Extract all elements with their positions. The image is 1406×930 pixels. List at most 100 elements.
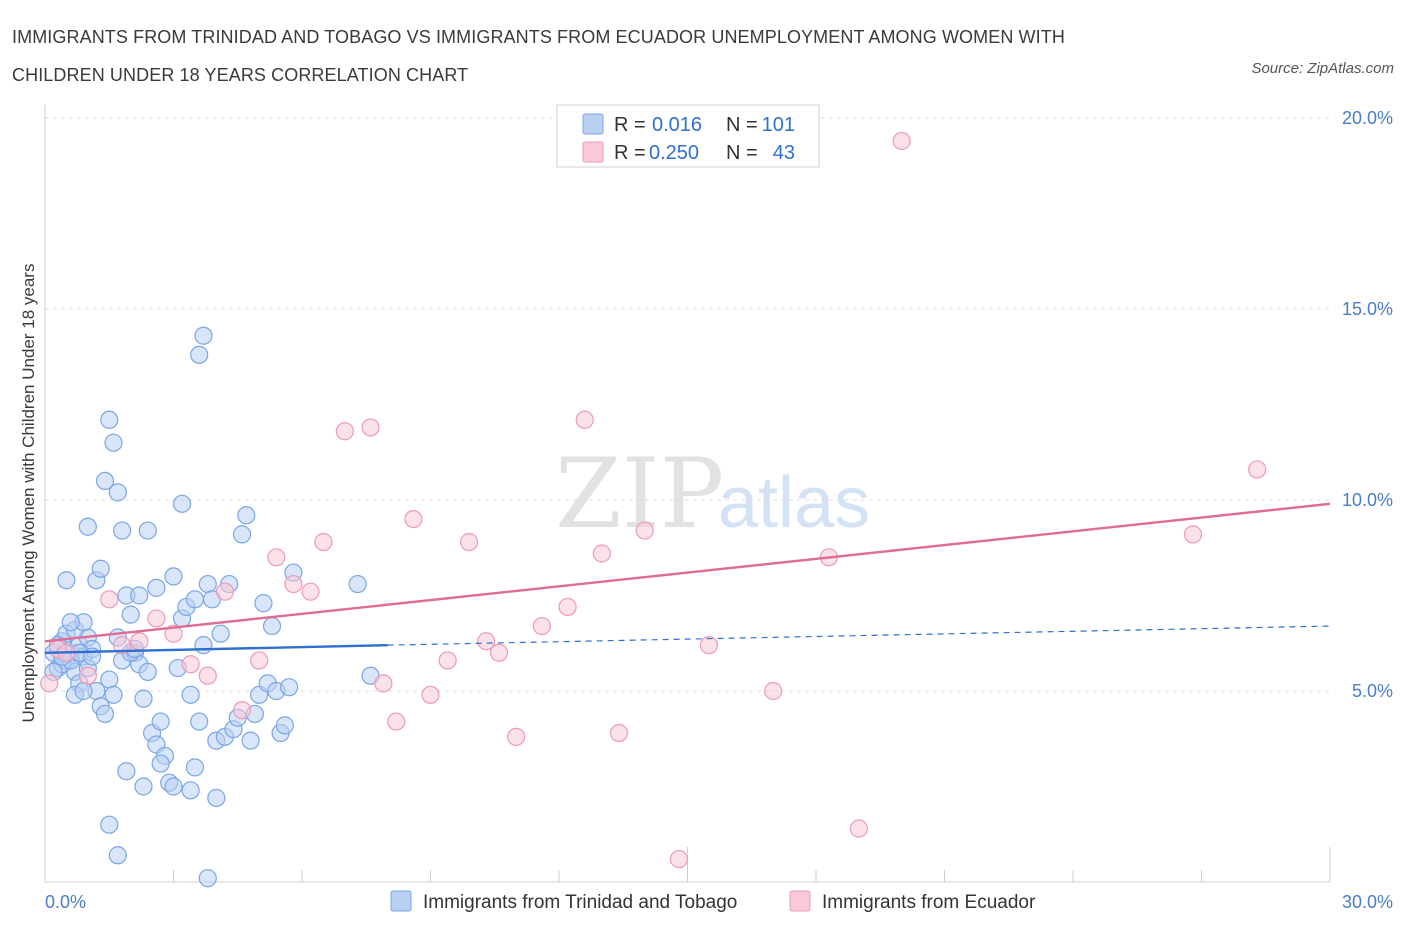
point-trinidad — [151, 754, 170, 773]
y-tick-labels: 5.0% 10.0% 15.0% 20.0% — [1342, 108, 1393, 701]
point-trinidad — [181, 781, 200, 800]
point-ecuador — [301, 582, 320, 601]
point-trinidad — [104, 433, 123, 452]
series-legend-swatch-trinidad — [390, 890, 412, 912]
point-ecuador — [459, 532, 479, 552]
point-trinidad — [121, 605, 140, 624]
point-ecuador — [699, 636, 719, 655]
point-trinidad — [130, 586, 149, 605]
point-ecuador — [130, 632, 149, 651]
point-trinidad — [275, 716, 294, 735]
legend-swatch-trinidad — [582, 113, 604, 135]
point-trinidad — [198, 869, 217, 888]
y-axis-label: Unemployment Among Women with Children U… — [19, 264, 38, 723]
legend-r-label-trinidad: R = — [614, 114, 646, 136]
point-ecuador — [387, 712, 406, 731]
point-trinidad — [348, 574, 367, 594]
series-legend-label-trinidad: Immigrants from Trinidad and Tobago — [423, 892, 737, 913]
y-tick-label: 10.0% — [1342, 490, 1393, 510]
point-trinidad — [164, 777, 183, 796]
point-trinidad — [147, 578, 166, 597]
point-ecuador — [335, 422, 354, 441]
point-ecuador — [147, 609, 166, 628]
point-trinidad — [112, 521, 132, 540]
watermark-atlas: atlas — [718, 463, 870, 543]
point-trinidad — [185, 758, 205, 777]
point-ecuador — [532, 616, 551, 636]
point-ecuador — [635, 521, 654, 540]
point-trinidad — [134, 689, 153, 708]
point-ecuador — [361, 418, 380, 437]
point-trinidad — [237, 506, 256, 525]
point-ecuador — [609, 723, 629, 743]
legend-n-label-ecuador: N = — [726, 142, 758, 164]
legend-r-value-ecuador: 0.250 — [649, 142, 699, 164]
point-ecuador — [40, 674, 59, 693]
point-ecuador — [284, 574, 303, 594]
series-legend-swatch-ecuador — [789, 890, 811, 912]
point-trinidad — [254, 594, 273, 613]
point-ecuador — [438, 651, 457, 670]
point-trinidad — [108, 483, 127, 502]
point-trinidad — [108, 846, 127, 865]
point-trinidad — [211, 624, 230, 643]
point-trinidad — [117, 762, 136, 781]
point-trinidad — [232, 525, 252, 544]
point-trinidad — [100, 410, 119, 429]
point-trinidad — [104, 685, 123, 704]
source-label: Source: ZipAtlas.com — [1251, 60, 1394, 77]
point-trinidad — [95, 704, 115, 724]
legend-r-value-trinidad: 0.016 — [652, 114, 702, 136]
point-trinidad — [91, 559, 110, 578]
point-trinidad — [74, 681, 93, 701]
point-trinidad — [207, 788, 226, 808]
trend-line-trinidad — [44, 643, 388, 654]
point-trinidad — [241, 731, 260, 750]
point-trinidad — [181, 685, 200, 704]
point-ecuador — [198, 666, 217, 685]
legend-r-label-ecuador: R = — [614, 142, 646, 164]
point-ecuador — [314, 532, 333, 552]
point-trinidad — [198, 574, 217, 594]
point-ecuador — [1248, 460, 1267, 479]
point-ecuador — [100, 590, 119, 609]
point-ecuador — [164, 624, 183, 643]
point-trinidad — [95, 471, 115, 490]
point-ecuador — [669, 849, 689, 869]
series-legend-label-ecuador: Immigrants from Ecuador — [822, 892, 1036, 913]
point-ecuador — [489, 643, 509, 662]
legend-n-value-trinidad: 101 — [762, 114, 795, 136]
y-tick-label: 15.0% — [1342, 299, 1393, 319]
point-trinidad — [151, 712, 170, 731]
point-ecuador — [558, 597, 577, 617]
point-trinidad — [280, 678, 299, 697]
trend-line-trinidad-extension — [387, 625, 1331, 646]
point-ecuador — [374, 674, 393, 693]
point-ecuador — [267, 548, 286, 567]
point-trinidad — [194, 326, 213, 345]
point-ecuador — [592, 544, 611, 563]
trend-lines — [44, 502, 1331, 654]
point-ecuador — [764, 681, 783, 701]
point-trinidad — [172, 494, 192, 513]
point-ecuador — [112, 636, 132, 655]
point-ecuador — [232, 700, 252, 720]
point-trinidad — [185, 590, 205, 609]
point-trinidad — [190, 712, 209, 731]
point-trinidad — [61, 613, 80, 632]
legend-n-value-ecuador: 43 — [773, 142, 795, 164]
data-points — [40, 131, 1267, 888]
trend-line-ecuador — [44, 502, 1331, 643]
point-ecuador — [477, 632, 496, 651]
point-ecuador — [849, 819, 868, 838]
point-trinidad — [194, 636, 213, 655]
point-trinidad — [78, 517, 97, 536]
x-tick-label-max: 30.0% — [1342, 892, 1393, 912]
point-trinidad — [138, 521, 157, 540]
point-trinidad — [100, 670, 119, 689]
stats-legend: R = 0.016 N = 101 R = 0.250 N = 43 — [556, 104, 820, 168]
x-axis-ticks — [44, 847, 1331, 882]
point-ecuador — [892, 131, 911, 151]
point-ecuador — [404, 509, 423, 529]
